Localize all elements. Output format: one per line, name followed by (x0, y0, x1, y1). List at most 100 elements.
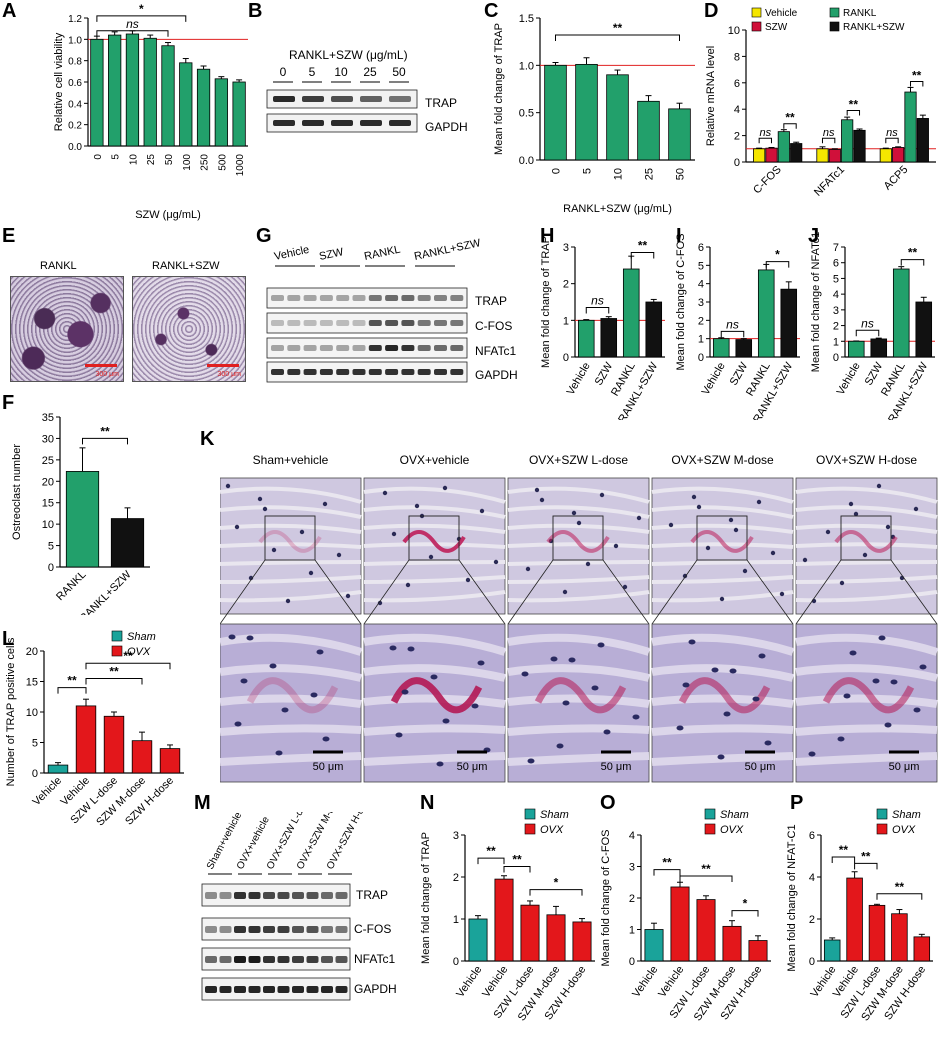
g-row-label-trap: TRAP (475, 294, 508, 308)
y-tick-label: 1 (563, 315, 569, 327)
y-tick-label: 3 (563, 242, 569, 254)
significance-bracket (82, 437, 128, 445)
nucleus (853, 511, 859, 517)
blot-band (450, 369, 464, 375)
nucleus (636, 515, 642, 521)
scale-label: 50 μm (889, 761, 920, 773)
blot-band (263, 986, 275, 993)
m-row-label-gapdh: GAPDH (354, 982, 397, 996)
y-tick-label: 0.8 (68, 57, 82, 68)
panel-letter-l: L (2, 628, 15, 650)
y-axis-label: Mean fold change of NFATc1 (810, 232, 822, 372)
chart-i-cfos: 0 1 2 3 4 5 6 Mean fold change of C-FOS Vehicle S… (675, 234, 800, 420)
bar (159, 748, 181, 774)
histology-title: OVX+vehicle (400, 453, 470, 467)
scale-label: 50 μm (457, 761, 488, 773)
nucleus (585, 561, 591, 567)
panel-letter-o: O (600, 792, 616, 814)
significance-bracket (831, 856, 856, 864)
tissue-fiber (220, 724, 362, 736)
tissue-fiber (220, 590, 362, 603)
panel-letter-f: F (2, 392, 15, 414)
panel-letter-a: A (2, 0, 17, 22)
blot-band (306, 986, 319, 993)
blot-band (401, 369, 415, 375)
scale-label-e2: 300 μm (217, 371, 242, 378)
m-row-label-trap: TRAP (356, 888, 389, 902)
blot-band (321, 986, 333, 993)
blot-band (303, 369, 317, 375)
tissue-fiber (651, 523, 794, 534)
significance-bracket (679, 875, 733, 882)
blot-strip (266, 312, 468, 334)
legend-swatch (829, 21, 840, 32)
bar (214, 78, 228, 147)
micrograph-title-rankl-szw: RANKL+SZW (152, 260, 220, 272)
nucleus (391, 531, 397, 537)
significance-label: ns (126, 17, 139, 31)
y-tick-label: 2 (629, 893, 635, 905)
tissue-fiber (795, 523, 938, 534)
blot-band (263, 926, 275, 933)
histology-title: Sham+vehicle (253, 453, 329, 467)
nucleus (275, 750, 283, 756)
x-tick-label: 25 (644, 168, 656, 180)
blot-band (292, 986, 304, 993)
blot-band (352, 345, 366, 351)
micrograph-rankl: 300 μm (10, 276, 124, 382)
blot-band (219, 892, 232, 899)
x-tick-label: 500 (217, 154, 228, 171)
nucleus (758, 653, 766, 659)
nucleus (465, 577, 471, 583)
zoom-line (314, 559, 362, 625)
significance-bracket (910, 80, 924, 87)
nucleus (919, 664, 927, 670)
bar (753, 148, 766, 163)
x-tick-label: 100 (182, 154, 193, 171)
blot-band (401, 345, 415, 351)
nucleus (742, 568, 748, 574)
bar (644, 929, 664, 962)
nucleus (225, 483, 231, 489)
blot-band (287, 345, 301, 351)
nucleus (599, 492, 605, 498)
nucleus (752, 696, 760, 702)
y-tick-label: 3 (629, 862, 635, 874)
bar (765, 147, 778, 163)
significance-label: ns (760, 127, 772, 139)
histology-title: OVX+SZW H-dose (816, 453, 917, 467)
y-tick-label: 0 (833, 352, 839, 364)
bar (757, 269, 775, 358)
legend-swatch (876, 808, 888, 820)
tissue-fiber (363, 664, 506, 682)
y-tick-label: 1 (453, 914, 459, 926)
blot-band (271, 295, 284, 301)
significance-label: ** (613, 21, 623, 35)
blot-band (336, 369, 350, 375)
legend-label: SZW (765, 22, 788, 33)
blot-band (319, 369, 333, 375)
nucleus (728, 517, 734, 523)
blot-band (352, 320, 366, 326)
tissue-fiber (507, 664, 650, 682)
nucleus (436, 761, 444, 767)
nucleus (428, 554, 434, 560)
tissue-fiber (795, 590, 938, 603)
group-label: SZW (318, 246, 345, 263)
trap-stain (246, 677, 339, 714)
blot-band (234, 892, 246, 899)
nucleus (534, 487, 540, 493)
blot-band (336, 295, 350, 301)
blot-band (450, 345, 464, 351)
significance-label: ns (823, 127, 835, 139)
nucleus (733, 527, 739, 533)
bar (65, 471, 100, 568)
bar (546, 914, 566, 962)
blot-row-label-gapdh: GAPDH (425, 120, 468, 134)
y-axis-label: Mean fold change of C-FOS (675, 234, 687, 371)
micrograph-rankl-szw: 300 μm (132, 276, 246, 382)
blot-band (302, 96, 324, 102)
legend-swatch (876, 823, 888, 835)
tissue-fiber (651, 486, 794, 504)
